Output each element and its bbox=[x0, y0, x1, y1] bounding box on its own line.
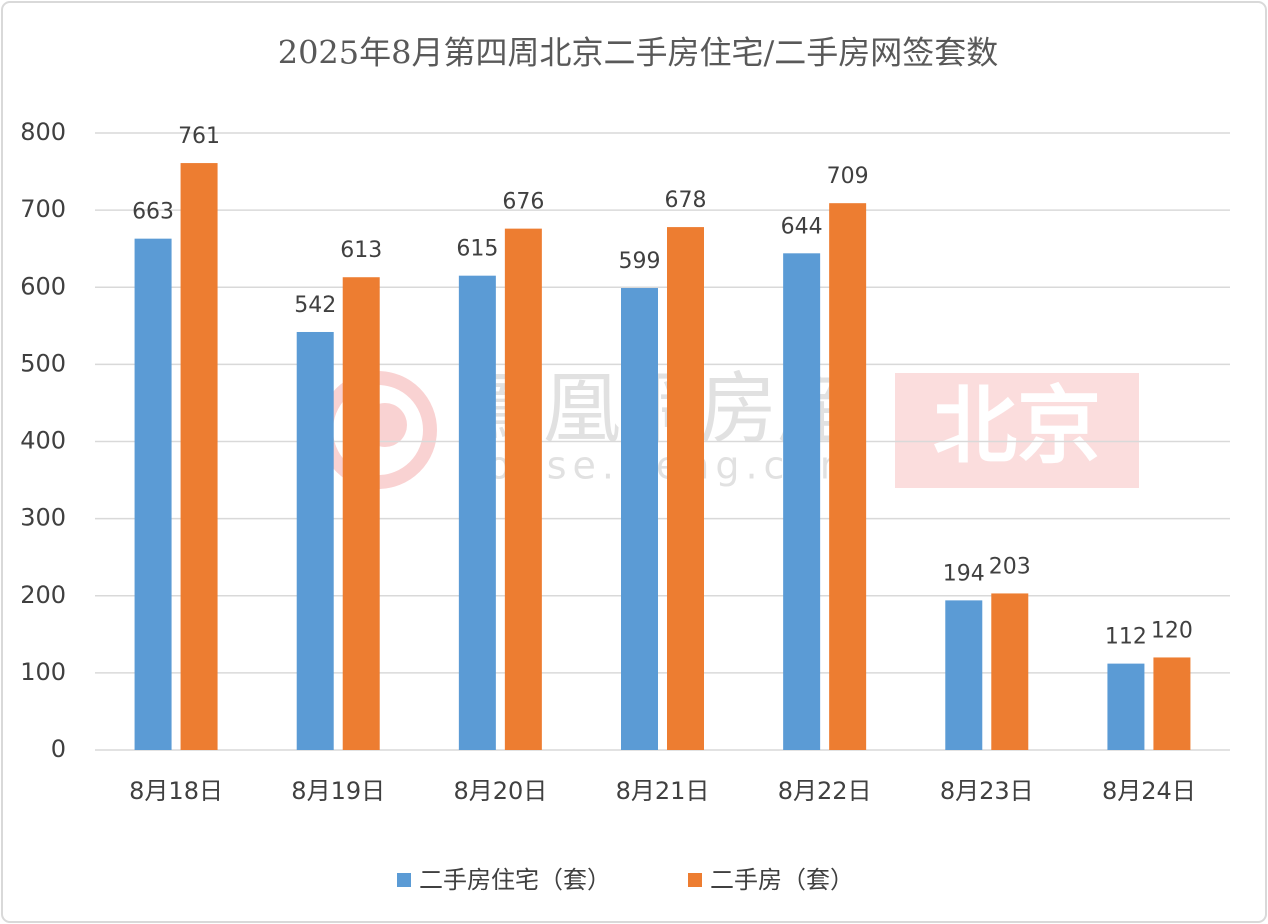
bar bbox=[991, 593, 1029, 750]
x-tick-label: 8月21日 bbox=[616, 777, 710, 805]
bar bbox=[945, 600, 983, 750]
legend-swatch bbox=[688, 873, 702, 887]
y-tick-label: 0 bbox=[51, 735, 66, 763]
value-label: 761 bbox=[178, 124, 220, 149]
bar bbox=[342, 277, 380, 750]
y-tick-label: 100 bbox=[20, 658, 66, 686]
x-tick-label: 8月20日 bbox=[453, 777, 547, 805]
bar bbox=[1153, 657, 1191, 750]
legend-swatch bbox=[397, 873, 411, 887]
value-label: 194 bbox=[943, 561, 985, 586]
y-tick-label: 400 bbox=[20, 427, 66, 455]
bar bbox=[180, 163, 218, 751]
bar bbox=[458, 275, 496, 750]
x-tick-label: 8月23日 bbox=[940, 777, 1034, 805]
y-tick-label: 700 bbox=[20, 195, 66, 223]
value-label: 599 bbox=[619, 249, 661, 274]
value-label: 676 bbox=[502, 190, 544, 215]
value-label: 615 bbox=[456, 237, 498, 262]
value-label: 613 bbox=[340, 238, 382, 263]
bar bbox=[783, 253, 821, 750]
y-tick-label: 200 bbox=[20, 581, 66, 609]
value-label: 663 bbox=[132, 200, 174, 225]
watermark-city: 北京 bbox=[933, 377, 1101, 475]
value-label: 112 bbox=[1105, 625, 1147, 650]
y-tick-label: 800 bbox=[20, 118, 66, 146]
bar bbox=[134, 238, 172, 750]
y-tick-label: 500 bbox=[20, 349, 66, 377]
x-tick-label: 8月24日 bbox=[1102, 777, 1196, 805]
chart-title: 2025年8月第四周北京二手房住宅/二手房网签套数 bbox=[278, 34, 999, 72]
value-label: 709 bbox=[827, 164, 869, 189]
bar bbox=[621, 288, 658, 750]
y-tick-label: 600 bbox=[20, 272, 66, 300]
bar bbox=[829, 203, 867, 751]
legend-label: 二手房住宅（套） bbox=[419, 866, 611, 894]
value-label: 644 bbox=[781, 214, 823, 239]
bar bbox=[1107, 663, 1145, 750]
bar bbox=[504, 228, 542, 750]
bar bbox=[296, 331, 334, 750]
x-tick-label: 8月19日 bbox=[291, 777, 385, 805]
y-tick-label: 300 bbox=[20, 504, 66, 532]
x-tick-label: 8月18日 bbox=[129, 777, 223, 805]
value-label: 120 bbox=[1151, 618, 1193, 643]
bar bbox=[667, 227, 704, 750]
watermark-box bbox=[895, 373, 1139, 488]
value-label: 678 bbox=[665, 188, 707, 213]
legend-label: 二手房（套） bbox=[710, 866, 854, 894]
value-label: 542 bbox=[294, 293, 336, 318]
x-tick-label: 8月22日 bbox=[778, 777, 872, 805]
value-label: 203 bbox=[989, 554, 1031, 579]
